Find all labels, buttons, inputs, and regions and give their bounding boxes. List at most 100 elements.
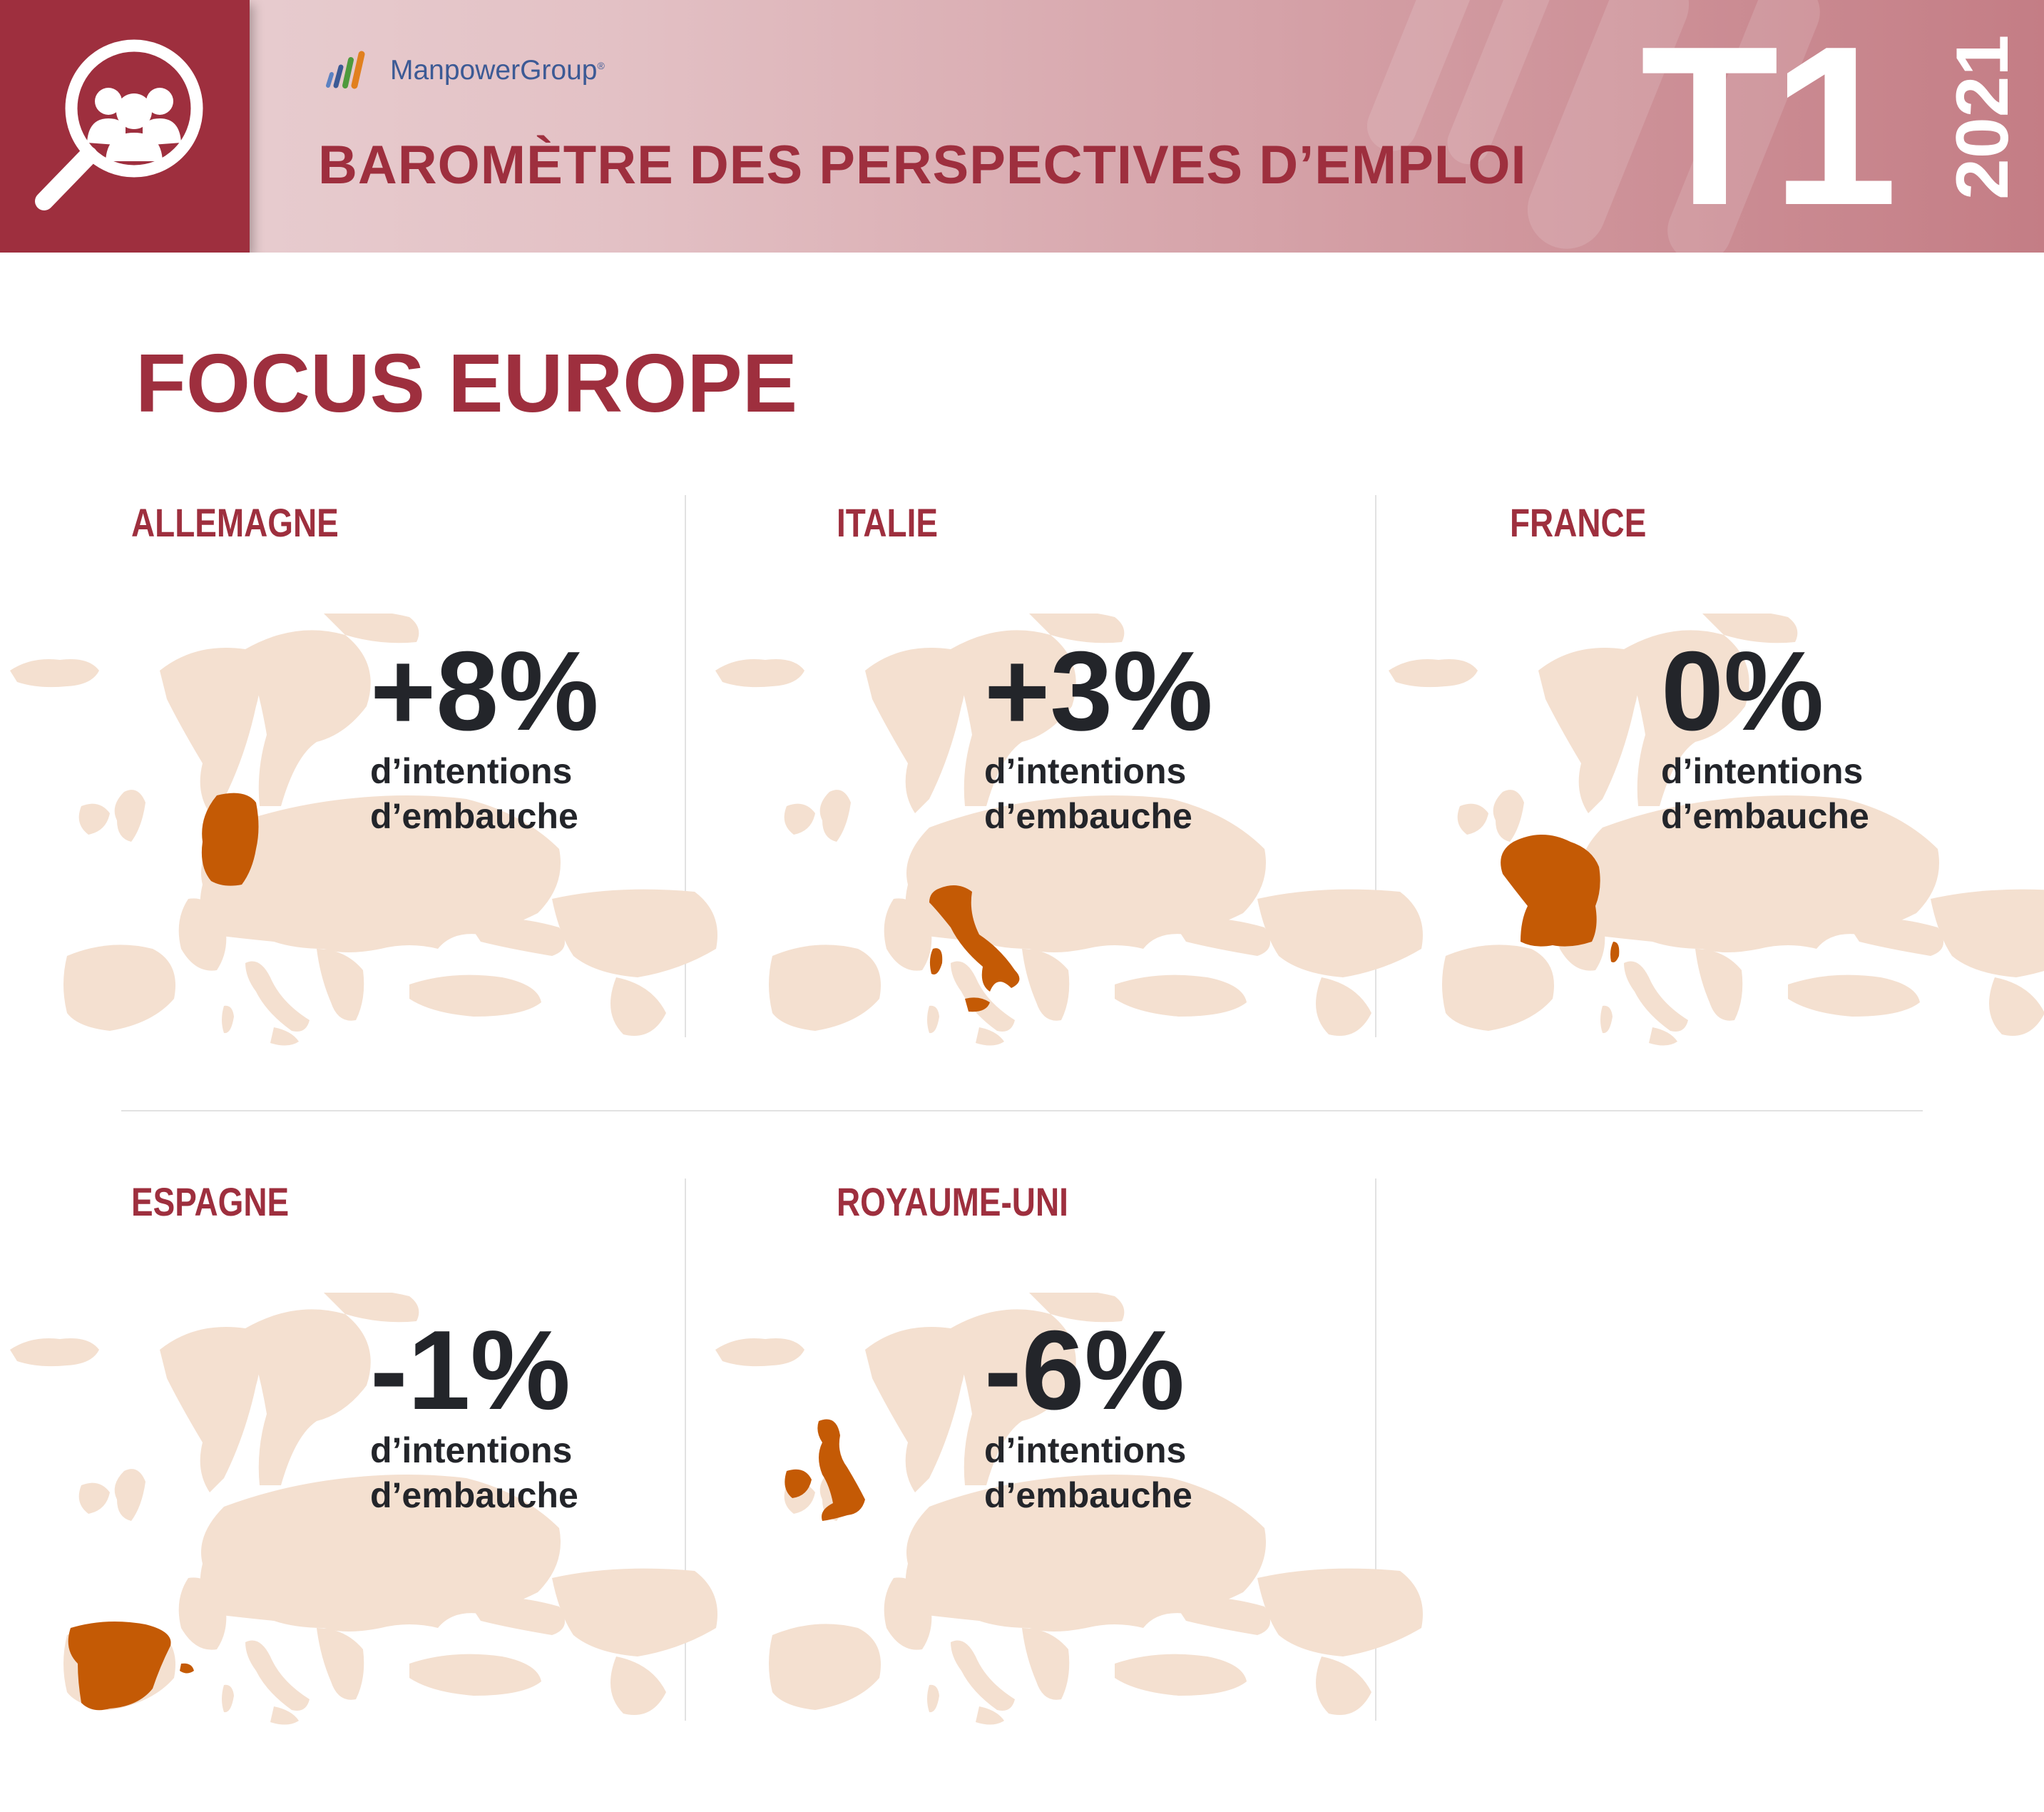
hiring-caption: d’intentions d’embauche: [1661, 749, 1869, 839]
land-region: [1989, 977, 2044, 1036]
land-region: [1538, 648, 1638, 813]
land-region: [270, 1027, 299, 1046]
highlighted-country-italy: [929, 885, 1020, 1012]
land-region: [976, 1027, 1004, 1046]
panel-uk: ROYAUME-UNI -6% d’intentions d’embauche: [715, 1179, 1521, 1771]
land-region: [610, 977, 666, 1036]
europe-landmass: [715, 1293, 1423, 1725]
country-name: FRANCE: [1510, 500, 1647, 545]
land-region: [78, 803, 110, 835]
land-region: [951, 630, 1076, 806]
panel-spain: ESPAGNE -1% d’intentions d’embauche: [10, 1179, 816, 1771]
land-region: [200, 1475, 561, 1632]
land-region: [114, 790, 145, 842]
manpowergroup-logo: ManpowerGroup®: [325, 49, 605, 93]
land-region: [769, 945, 881, 1031]
hiring-value: -1%: [370, 1308, 571, 1433]
land-region: [1624, 961, 1688, 1032]
land-region: [10, 1338, 99, 1367]
hiring-value: 0%: [1661, 628, 1824, 754]
land-region: [1029, 614, 1125, 643]
land-region: [245, 630, 371, 806]
caption-line-2: d’embauche: [984, 796, 1192, 836]
land-region: [466, 917, 565, 956]
country-name: ALLEMAGNE: [131, 500, 339, 545]
hiring-caption: d’intentions d’embauche: [984, 1428, 1192, 1518]
europe-landmass: [1389, 614, 2044, 1046]
land-region: [951, 961, 1015, 1032]
land-region: [78, 1482, 110, 1514]
land-region: [552, 1568, 717, 1656]
hiring-caption: d’intentions d’embauche: [984, 749, 1192, 839]
land-region: [63, 945, 175, 1031]
land-region: [114, 1469, 145, 1521]
land-region: [905, 795, 1266, 952]
land-region: [222, 1005, 234, 1034]
highlighted-country-spain: [68, 1622, 195, 1711]
land-region: [715, 1338, 804, 1367]
year-label: 2021: [1941, 34, 2024, 200]
hiring-value: +8%: [370, 628, 599, 754]
land-region: [1257, 1568, 1423, 1656]
land-region: [715, 659, 804, 688]
column-divider: [1375, 495, 1376, 1037]
land-region: [200, 795, 561, 952]
land-region: [927, 1684, 939, 1713]
land-region: [1115, 1654, 1247, 1696]
europe-map: [1389, 614, 2044, 1046]
header-banner: ManpowerGroup® BAROMÈTRE DES PERSPECTIVE…: [0, 0, 2044, 253]
column-divider: [685, 1179, 686, 1721]
caption-line-2: d’embauche: [984, 1475, 1192, 1515]
caption-line-1: d’intentions: [1661, 751, 1864, 791]
magnifier-people-icon: [0, 0, 250, 253]
land-region: [1029, 1293, 1125, 1323]
land-region: [245, 961, 310, 1032]
land-region: [784, 803, 815, 835]
caption-line-1: d’intentions: [370, 751, 573, 791]
land-region: [905, 1475, 1266, 1632]
land-region: [884, 1577, 932, 1650]
land-region: [552, 889, 717, 977]
land-region: [865, 1327, 965, 1492]
land-region: [1316, 1656, 1371, 1715]
land-region: [1578, 795, 1939, 952]
land-region: [222, 1684, 234, 1713]
land-region: [610, 1656, 666, 1715]
land-region: [927, 1005, 939, 1034]
barometer-title: BAROMÈTRE DES PERSPECTIVES D’EMPLOI: [318, 135, 1527, 195]
manpower-logo-icon: [326, 51, 365, 89]
land-region: [1115, 974, 1247, 1017]
land-region: [1389, 659, 1478, 688]
panel-italy: ITALIE +3% d’intentions d’embauche: [715, 499, 1521, 1091]
land-region: [178, 1577, 227, 1650]
land-region: [1788, 974, 1920, 1017]
row-divider: [121, 1110, 1923, 1111]
land-region: [884, 898, 932, 971]
europe-map: [715, 1293, 1423, 1725]
europe-landmass: [10, 614, 717, 1046]
country-name: ROYAUME-UNI: [837, 1179, 1068, 1224]
hiring-value: -6%: [984, 1308, 1185, 1433]
europe-landmass: [715, 614, 1423, 1046]
panel-france: FRANCE 0% d’intentions d’embauche: [1389, 499, 2044, 1091]
land-region: [1931, 889, 2044, 977]
europe-map: [10, 614, 717, 1046]
highlighted-country-germany: [201, 793, 259, 886]
land-region: [769, 1624, 881, 1710]
land-region: [951, 1309, 1076, 1485]
focus-title: FOCUS EUROPE: [136, 337, 798, 429]
land-region: [1172, 1597, 1270, 1635]
land-region: [245, 1640, 310, 1711]
land-region: [160, 648, 260, 813]
highlighted-country-france: [1501, 835, 1620, 962]
land-region: [1457, 803, 1488, 835]
land-region: [1442, 945, 1554, 1031]
land-region: [245, 1309, 371, 1485]
land-region: [178, 898, 227, 971]
land-region: [1845, 917, 1943, 956]
land-region: [1316, 977, 1371, 1036]
land-region: [1172, 917, 1270, 956]
hiring-caption: d’intentions d’embauche: [370, 749, 578, 839]
land-region: [10, 659, 99, 688]
land-region: [1600, 1005, 1613, 1034]
